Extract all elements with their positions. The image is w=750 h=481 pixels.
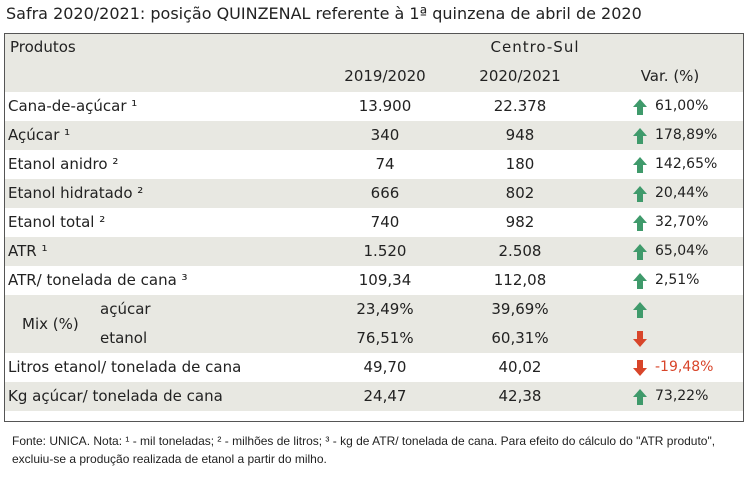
row-band <box>5 295 743 353</box>
product: ATR/ tonelada de cana ³ <box>8 271 188 289</box>
product: Cana-de-açúcar ¹ <box>8 97 138 115</box>
trend-arrow <box>633 244 647 260</box>
value: 982 <box>505 213 535 231</box>
product: ATR ¹ <box>8 242 48 260</box>
header-cell: 2019/2020 <box>344 67 426 85</box>
header-cell: Var. (%) <box>640 67 700 85</box>
value: 39,69% <box>491 300 549 318</box>
trend-arrow <box>633 360 647 376</box>
trend-arrow <box>633 331 647 347</box>
header-cell: Produtos <box>10 38 76 56</box>
product: Açúcar ¹ <box>8 126 71 144</box>
product: Etanol anidro ² <box>8 155 119 173</box>
value: 49,70 <box>363 358 407 376</box>
variation: -19,48% <box>655 359 714 375</box>
row-band <box>5 179 743 208</box>
trend-arrow <box>633 157 647 173</box>
value: 74 <box>375 155 395 173</box>
mix-label: Mix (%) <box>22 314 79 333</box>
product: açúcar <box>100 300 151 318</box>
value: 340 <box>370 126 400 144</box>
value: 42,38 <box>498 387 542 405</box>
variation: 65,04% <box>655 243 709 259</box>
row-band <box>5 382 743 411</box>
header-cell: Centro-Sul <box>490 38 580 56</box>
value: 2.508 <box>498 242 542 260</box>
header-band <box>5 34 743 92</box>
footnote: excluiu-se a produção realizada de etano… <box>12 452 327 466</box>
value: 13.900 <box>358 97 412 115</box>
value: 180 <box>505 155 535 173</box>
row-band <box>5 237 743 266</box>
value: 22.378 <box>493 97 547 115</box>
trend-arrow <box>633 128 647 144</box>
value: 112,08 <box>493 271 547 289</box>
variation: 20,44% <box>655 185 709 201</box>
variation: 32,70% <box>655 214 709 230</box>
variation: 73,22% <box>655 388 709 404</box>
variation: 61,00% <box>655 98 709 114</box>
value: 948 <box>505 126 535 144</box>
title: Safra 2020/2021: posição QUINZENAL refer… <box>6 4 642 23</box>
trend-arrow <box>633 302 647 318</box>
trend-arrow <box>633 186 647 202</box>
variation: 178,89% <box>655 127 718 143</box>
trend-arrow <box>633 99 647 115</box>
variation: 2,51% <box>655 272 700 288</box>
value: 40,02 <box>498 358 542 376</box>
product: Kg açúcar/ tonelada de cana <box>8 387 223 405</box>
value: 802 <box>505 184 535 202</box>
value: 109,34 <box>358 271 412 289</box>
footnote: Fonte: UNICA. Nota: ¹ - mil toneladas; ²… <box>12 434 716 448</box>
product: Etanol hidratado ² <box>8 184 144 202</box>
value: 60,31% <box>491 329 549 347</box>
header-cell: 2020/2021 <box>479 67 561 85</box>
product: Litros etanol/ tonelada de cana <box>8 358 242 376</box>
value: 666 <box>370 184 400 202</box>
row-band <box>5 121 743 150</box>
product: Etanol total ² <box>8 213 106 231</box>
value: 23,49% <box>356 300 414 318</box>
variation: 142,65% <box>655 156 718 172</box>
table <box>4 33 744 422</box>
value: 740 <box>370 213 400 231</box>
trend-arrow <box>633 389 647 405</box>
trend-arrow <box>633 273 647 289</box>
value: 24,47 <box>363 387 407 405</box>
value: 1.520 <box>363 242 407 260</box>
value: 76,51% <box>356 329 414 347</box>
product: etanol <box>100 329 148 347</box>
trend-arrow <box>633 215 647 231</box>
